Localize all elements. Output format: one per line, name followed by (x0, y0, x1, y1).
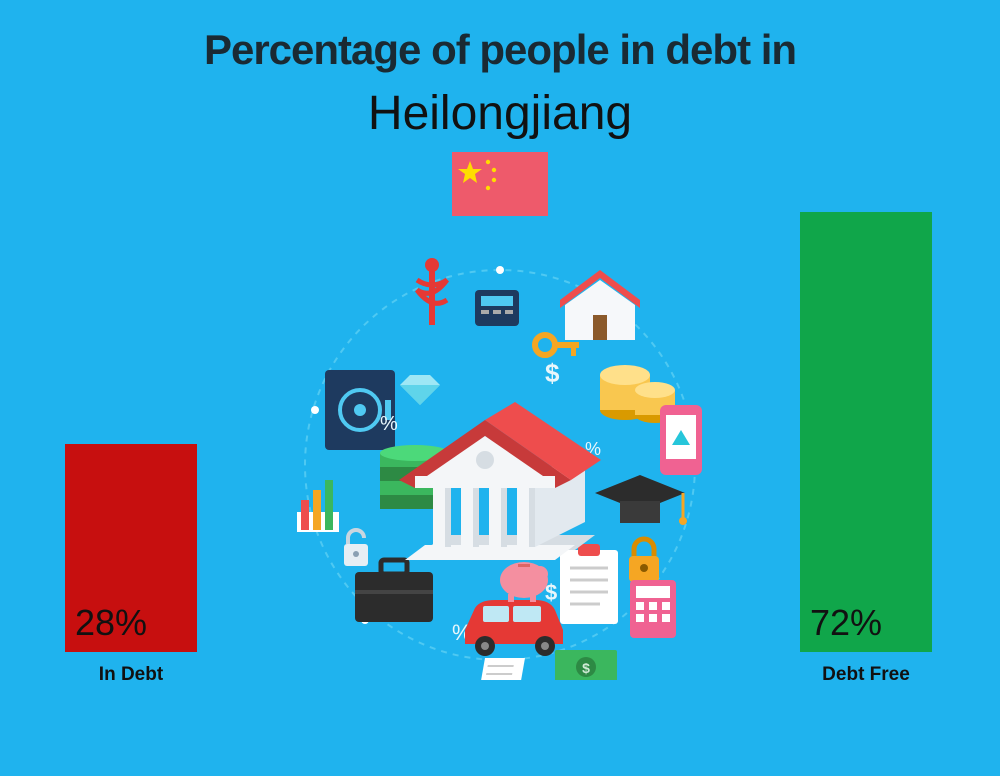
caduceus-icon (417, 258, 447, 325)
percent-glyph: % (380, 413, 398, 435)
bar-debt-free-value: 72% (810, 602, 882, 644)
svg-text:$: $ (582, 660, 590, 676)
padlock-open-icon (344, 530, 368, 566)
phone-icon (660, 405, 702, 475)
calculator-pink-icon (630, 580, 676, 638)
china-flag (452, 152, 548, 216)
house-icon (560, 270, 640, 340)
bar-in-debt-label: In Debt (65, 664, 197, 686)
bar-in-debt-value: 28% (75, 602, 147, 644)
bar-chart-icon (297, 480, 339, 532)
bar-debt-free: 72% Debt Free (800, 212, 932, 686)
finance-illustration: % % % $ $ (285, 250, 715, 680)
clipboard-icon (560, 544, 618, 624)
piggy-bank-icon (500, 562, 548, 602)
safe-icon (325, 370, 395, 450)
grad-cap-icon (595, 475, 687, 525)
title-line1: Percentage of people in debt in (0, 26, 1000, 74)
title-line2: Heilongjiang (0, 86, 1000, 141)
document-icon (480, 658, 525, 680)
dollar-glyph: $ (545, 358, 560, 388)
calculator-icon (475, 290, 519, 326)
bar-debt-free-label: Debt Free (800, 664, 932, 686)
padlock-icon (629, 539, 659, 582)
briefcase-icon (355, 560, 433, 622)
bar-in-debt: 28% In Debt (65, 444, 197, 686)
diamond-icon (400, 375, 440, 405)
bank-building-icon (399, 402, 601, 560)
banknote-icon: $ (555, 650, 617, 680)
car-icon (465, 600, 563, 656)
